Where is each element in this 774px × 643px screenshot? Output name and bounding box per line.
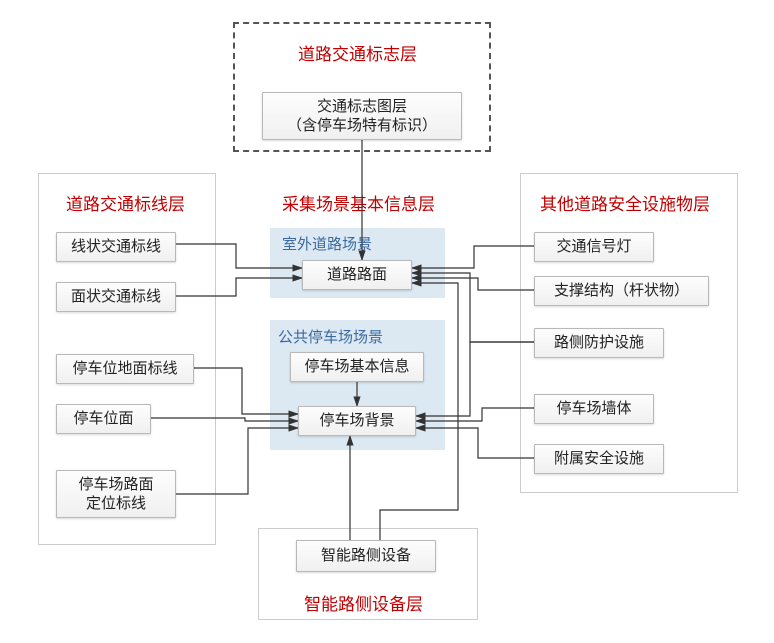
group-left-title: 道路交通标线层 bbox=[66, 190, 185, 215]
node-l4: 停车位面 bbox=[56, 404, 151, 434]
node-r2: 支撑结构（杆状物） bbox=[534, 276, 709, 306]
node-r1: 交通信号灯 bbox=[534, 232, 654, 262]
group-right-title: 其他道路安全设施物层 bbox=[540, 190, 710, 215]
node-parking-bg: 停车场背景 bbox=[298, 406, 416, 436]
group-center-title: 采集场景基本信息层 bbox=[282, 190, 435, 215]
node-l1: 线状交通标线 bbox=[56, 232, 176, 262]
node-l2: 面状交通标线 bbox=[56, 282, 176, 312]
node-smart-rsu: 智能路侧设备 bbox=[296, 540, 436, 572]
node-parking-info: 停车场基本信息 bbox=[290, 352, 424, 382]
node-r4: 停车场墙体 bbox=[534, 394, 654, 424]
diagram-canvas: 道路交通标志层 道路交通标线层 其他道路安全设施物层 采集场景基本信息层 智能路… bbox=[0, 0, 774, 643]
node-l3: 停车位地面标线 bbox=[56, 354, 194, 384]
group-top-title: 道路交通标志层 bbox=[298, 40, 417, 65]
node-r3: 路侧防护设施 bbox=[534, 328, 664, 358]
node-road-surface: 道路路面 bbox=[302, 260, 412, 290]
scene-outdoor-label: 室外道路场景 bbox=[282, 233, 372, 254]
group-bottom-title: 智能路侧设备层 bbox=[304, 590, 423, 615]
scene-parking-label: 公共停车场场景 bbox=[278, 326, 383, 347]
node-r5: 附属安全设施 bbox=[534, 444, 664, 474]
node-traffic-sign: 交通标志图层 （含停车场特有标识） bbox=[262, 92, 462, 140]
node-l5: 停车场路面 定位标线 bbox=[56, 470, 176, 518]
